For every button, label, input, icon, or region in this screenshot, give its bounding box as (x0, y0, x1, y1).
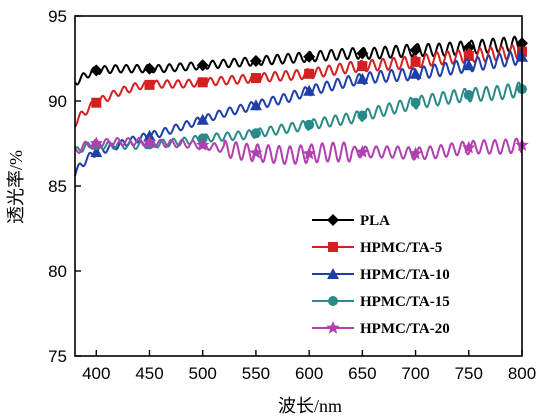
data-point (303, 50, 316, 63)
y-tick-label: 95 (48, 7, 67, 26)
legend-label: HPMC/TA-10 (360, 267, 450, 283)
data-point (355, 145, 370, 158)
data-point (144, 79, 155, 90)
x-tick-label: 650 (348, 364, 376, 383)
data-point (410, 56, 421, 67)
series-line (74, 44, 523, 128)
y-tick-label: 75 (48, 347, 67, 366)
data-point (409, 67, 422, 79)
series-hpmc-ta-10 (74, 48, 528, 177)
legend-item: HPMC/TA-15 (312, 294, 450, 310)
data-point (463, 50, 474, 61)
data-point (143, 129, 156, 141)
data-point (356, 47, 369, 60)
x-tick-label: 500 (189, 364, 217, 383)
data-point (250, 73, 261, 84)
x-tick-label: 450 (135, 364, 163, 383)
data-point (357, 61, 368, 72)
data-point (196, 59, 209, 72)
x-tick-label: 400 (82, 364, 110, 383)
x-tick-label: 700 (401, 364, 429, 383)
data-point (462, 59, 475, 71)
data-point (408, 146, 423, 160)
data-point (410, 97, 421, 108)
data-point (357, 110, 368, 121)
axes-layer: 400 450 500 550 600 650 700 750 800 75 80 85 90 95 (48, 7, 536, 383)
data-point (302, 146, 316, 160)
legend-item: HPMC/TA-10 (312, 267, 450, 283)
legend-item: HPMC/TA-5 (312, 240, 442, 256)
plot-frame (74, 15, 523, 357)
series-pla (74, 35, 528, 86)
legend-marker (326, 321, 340, 334)
legend-marker (328, 242, 338, 252)
data-point (356, 72, 369, 84)
series-line (74, 136, 523, 166)
data-point (463, 90, 474, 101)
data-point (249, 145, 263, 159)
data-point (196, 138, 210, 151)
data-point (303, 84, 316, 96)
series-hpmc-ta-15 (74, 81, 527, 153)
legend-label: PLA (360, 213, 390, 229)
data-point (304, 119, 315, 130)
data-point (249, 55, 262, 68)
y-tick-label: 80 (48, 262, 67, 281)
data-point (89, 136, 103, 150)
x-tick-label: 550 (242, 364, 270, 383)
data-point (462, 41, 475, 54)
data-point (143, 62, 156, 75)
data-point (142, 135, 157, 149)
legend-marker (327, 214, 339, 226)
legend-marker (327, 268, 339, 279)
data-point (304, 68, 315, 79)
x-tick-label: 600 (295, 364, 323, 383)
data-point (197, 77, 208, 88)
data-point (249, 99, 262, 111)
legend-label: HPMC/TA-15 (360, 294, 450, 310)
legend-marker (328, 296, 338, 306)
data-point (90, 64, 103, 77)
series-layer (74, 35, 529, 177)
legend-item: HPMC/TA-20 (312, 321, 450, 337)
series-hpmc-ta-20 (74, 135, 529, 166)
legend-item: PLA (312, 213, 390, 229)
legend-label: HPMC/TA-5 (360, 240, 442, 256)
y-axis-title: 透光率/% (6, 150, 26, 224)
legend-label: HPMC/TA-20 (360, 321, 450, 337)
data-point (91, 97, 102, 108)
x-tick-label: 800 (508, 364, 536, 383)
x-axis-title: 波长/nm (278, 396, 342, 416)
data-point (409, 44, 422, 56)
data-point (196, 113, 209, 125)
x-tick-label: 750 (455, 364, 483, 383)
y-tick-label: 90 (48, 92, 67, 111)
data-point (90, 146, 103, 157)
data-point (250, 128, 261, 139)
legend: PLA HPMC/TA-5 HPMC/TA-10 HPMC/TA-15 HPMC/TA-… (312, 213, 450, 337)
data-point (462, 140, 476, 154)
y-tick-label: 85 (48, 177, 67, 196)
